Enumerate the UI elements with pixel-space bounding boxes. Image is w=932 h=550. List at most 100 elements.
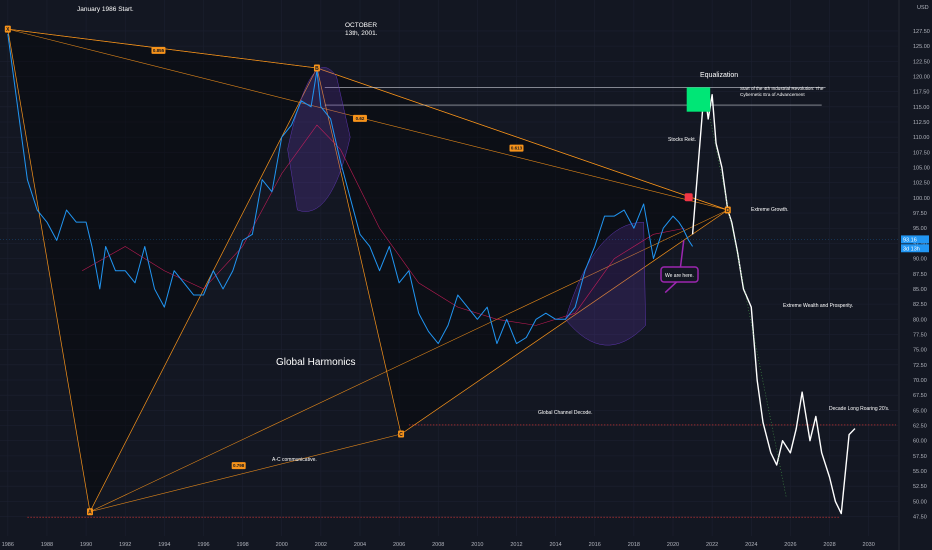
we-are-here-callout: We are here. [660, 266, 699, 283]
annotation-start: January 1986 Start. [77, 6, 134, 13]
x-tick-label: 2004 [354, 542, 366, 548]
y-tick-label: 125.00 [913, 44, 930, 50]
y-tick-label: 100.00 [913, 196, 930, 202]
pattern-point-label: A [88, 510, 92, 516]
price-series [7, 33, 856, 515]
annotations: January 1986 Start. OCTOBER 13th, 2001. … [77, 6, 889, 463]
x-tick-label: 2016 [589, 542, 601, 548]
y-tick-label: 107.50 [913, 150, 930, 156]
price-tag-text: 3d 13h [903, 246, 920, 252]
x-tick-label: 2020 [667, 542, 679, 548]
x-tick-label: 2006 [393, 542, 405, 548]
annotation-october-2: 13th, 2001. [345, 30, 378, 37]
annotation-extreme-growth: Extreme Growth. [751, 207, 789, 213]
x-tick-label: 2028 [823, 542, 835, 548]
y-tick-label: 102.50 [913, 181, 930, 187]
annotation-ac-communicative: A-C communicative. [272, 457, 317, 463]
x-tick-label: 2002 [315, 542, 327, 548]
y-tick-label: 112.50 [913, 120, 929, 126]
x-tick-label: 1992 [119, 542, 131, 548]
x-tick-label: 1988 [41, 542, 53, 548]
y-tick-label: 55.00 [913, 469, 927, 475]
x-tick-label: 1998 [236, 542, 248, 548]
annotation-we-are-here: We are here. [665, 273, 694, 279]
pattern-point-box [4, 25, 11, 33]
annotation-revolution-2: Cybernetic Era of Advancement [740, 92, 805, 97]
y-tick-label: 67.50 [913, 393, 927, 399]
pattern-point-label: B [315, 66, 319, 72]
pattern-point-box [86, 508, 93, 516]
pattern-leg-ac [89, 433, 402, 513]
ratio-box [151, 46, 166, 54]
ratio-box [231, 462, 246, 470]
ratio-label: 0.613 [511, 146, 523, 151]
price-tag-box [901, 235, 929, 244]
y-tick-label: 122.50 [913, 59, 930, 65]
annotation-october-1: OCTOBER [345, 22, 377, 29]
annotation-extreme-wealth: Extreme Wealth and Prosperity. [783, 303, 853, 309]
price-tag-box [901, 244, 929, 253]
x-tick-label: 1996 [197, 542, 209, 548]
y-tick-label: 50.00 [913, 499, 927, 505]
y-tick-label: 90.00 [913, 257, 927, 263]
annotation-global-harmonics: Global Harmonics [276, 357, 355, 368]
x-tick-label: 2030 [863, 542, 875, 548]
moving-average-line [82, 124, 685, 326]
pattern-point-box [724, 206, 731, 214]
price-labels: 93.16 3d 13h [0, 235, 929, 253]
y-tick-label: 117.50 [913, 90, 929, 96]
y-tick-label: 57.50 [913, 454, 927, 460]
y-tick-label: 105.00 [913, 166, 930, 172]
y-tick-label: 127.50 [913, 29, 930, 35]
annotation-decade-roaring: Decade Long Roaring 20's. [829, 406, 889, 412]
y-tick-label: 75.00 [913, 348, 927, 354]
price-tag-text: 93.16 [903, 237, 917, 243]
y-axis: USD 47.50 50.00 52.50 55.00 57.50 60.00 62.50 6… [898, 0, 930, 550]
y-tick-label: 65.00 [913, 408, 927, 414]
annotation-channel-decode: Global Channel Decode. [538, 410, 592, 416]
y-tick-label: 80.00 [913, 317, 927, 323]
level-lines [27, 87, 897, 518]
y-tick-label: 60.00 [913, 439, 927, 445]
stocks-rekt-marker [684, 193, 693, 202]
pattern-point-label: C [399, 432, 403, 438]
x-tick-label: 2024 [745, 542, 757, 548]
x-tick-label: 2008 [432, 542, 444, 548]
x-tick-label: 2010 [471, 542, 483, 548]
x-tick-label: 2014 [550, 542, 562, 548]
y-tick-label: 72.50 [913, 363, 927, 369]
indicator-bands [82, 67, 685, 346]
pattern-leg-xd [7, 28, 728, 211]
equalization-zone [686, 87, 711, 112]
price-line-historical [7, 33, 693, 345]
y-tick-label: 95.00 [913, 226, 927, 232]
bollinger-band-2001 [287, 67, 351, 212]
x-tick-label: 1986 [2, 542, 14, 548]
ratio-label: 0.798 [233, 463, 245, 468]
y-tick-label: 120.00 [913, 74, 930, 80]
pattern-leg-bd [316, 67, 728, 211]
y-tick-label: 52.50 [913, 484, 927, 490]
y-tick-label: 87.50 [913, 272, 927, 278]
y-tick-label: 82.50 [913, 302, 927, 308]
y-tick-label: 85.00 [913, 287, 927, 293]
x-tick-label: 1990 [80, 542, 92, 548]
ratio-box [352, 114, 367, 122]
annotation-stocks-rekt: Stocks Rekt. [668, 137, 696, 143]
y-tick-label: 115.00 [913, 105, 929, 111]
y-tick-label: 110.00 [913, 135, 929, 141]
ratio-label: 0.62 [356, 116, 365, 121]
pattern-leg-ad [89, 209, 728, 512]
price-line-projection [691, 87, 856, 515]
x-tick-label: 2018 [628, 542, 640, 548]
x-tick-label: 2012 [510, 542, 522, 548]
y-tick-label: 70.00 [913, 378, 927, 384]
ratio-box [509, 144, 524, 152]
y-tick-label: 77.50 [913, 332, 927, 338]
annotation-revolution-1: Start of the 4th Industrial Revolution: … [740, 86, 824, 91]
ratio-label: 0.855 [153, 48, 165, 53]
y-tick-label: 97.50 [913, 211, 927, 217]
annotation-equalization: Equalization [700, 72, 738, 79]
y-tick-label: 47.50 [913, 515, 927, 521]
